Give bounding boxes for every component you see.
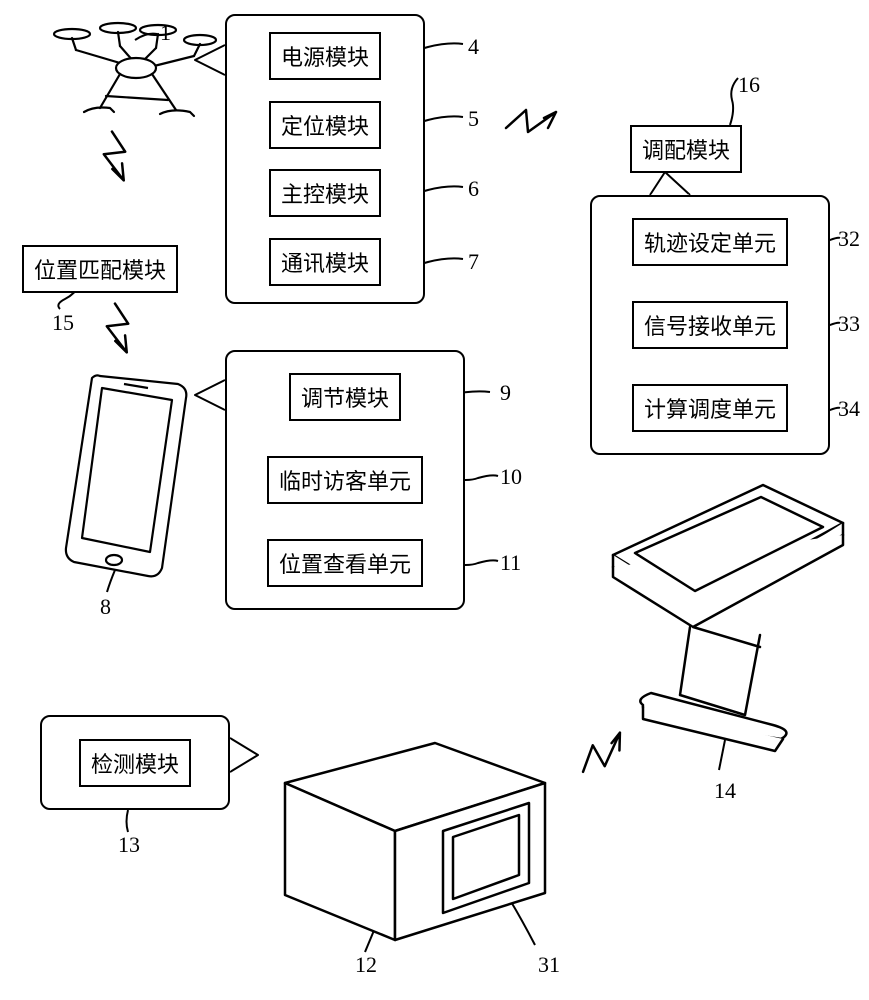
unit-track-setting: 轨迹设定单元 [632, 218, 788, 266]
unit-signal-receive: 信号接收单元 [632, 301, 788, 349]
label-32: 32 [838, 226, 860, 252]
drone-icon [50, 18, 220, 128]
label-33: 33 [838, 311, 860, 337]
drone-callout: 电源模块 定位模块 主控模块 通讯模块 [225, 14, 425, 304]
module-adjust: 调节模块 [289, 373, 401, 421]
label-15: 15 [52, 310, 74, 336]
label-5: 5 [468, 106, 479, 132]
unit-position-view: 位置查看单元 [267, 539, 423, 587]
box-icon [275, 735, 555, 945]
label-31: 31 [538, 952, 560, 978]
signal-icon [498, 98, 578, 148]
signal-icon [95, 300, 145, 370]
label-34: 34 [838, 396, 860, 422]
signal-icon [92, 128, 142, 198]
unit-calc-schedule: 计算调度单元 [632, 384, 788, 432]
kiosk-icon [595, 475, 850, 755]
module-positioning: 定位模块 [269, 101, 381, 149]
phone-icon [60, 368, 190, 583]
label-13: 13 [118, 832, 140, 858]
module-power: 电源模块 [269, 32, 381, 80]
module-main-control: 主控模块 [269, 169, 381, 217]
signal-icon [570, 725, 640, 785]
label-10: 10 [500, 464, 522, 490]
unit-temp-visitor: 临时访客单元 [267, 456, 423, 504]
module-dispatch: 调配模块 [630, 125, 742, 173]
label-7: 7 [468, 249, 479, 275]
phone-callout: 调节模块 临时访客单元 位置查看单元 [225, 350, 465, 610]
module-detect: 检测模块 [79, 739, 191, 787]
detect-callout: 检测模块 [40, 715, 230, 810]
dispatch-callout: 轨迹设定单元 信号接收单元 计算调度单元 [590, 195, 830, 455]
label-9: 9 [500, 380, 511, 406]
module-position-match: 位置匹配模块 [22, 245, 178, 293]
label-16: 16 [738, 72, 760, 98]
label-8: 8 [100, 594, 111, 620]
label-4: 4 [468, 34, 479, 60]
label-12: 12 [355, 952, 377, 978]
label-11: 11 [500, 550, 521, 576]
label-14: 14 [714, 778, 736, 804]
label-6: 6 [468, 176, 479, 202]
label-1: 1 [160, 20, 171, 46]
module-communication: 通讯模块 [269, 238, 381, 286]
